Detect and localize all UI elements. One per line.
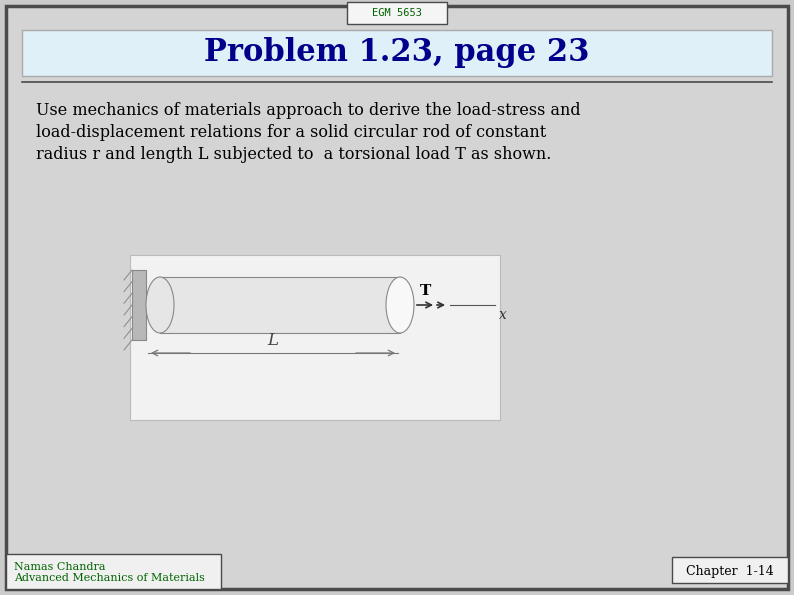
Ellipse shape (146, 277, 174, 333)
Text: T: T (420, 284, 432, 298)
Text: L: L (268, 332, 279, 349)
Text: Use mechanics of materials approach to derive the load-stress and: Use mechanics of materials approach to d… (36, 102, 580, 119)
Bar (22, 30, 772, 76)
Text: Chapter  1-14: Chapter 1-14 (686, 565, 774, 578)
Text: radius r and length L subjected to  a torsional load T as shown.: radius r and length L subjected to a tor… (36, 146, 551, 163)
Text: EGM 5653: EGM 5653 (372, 8, 422, 18)
Bar (6, 554, 221, 589)
Text: load-displacement relations for a solid circular rod of constant: load-displacement relations for a solid … (36, 124, 546, 141)
Text: Namas Chandra: Namas Chandra (14, 562, 106, 572)
Bar (347, 2, 447, 24)
Bar (132, 270, 146, 340)
Bar (130, 255, 500, 420)
Text: Problem 1.23, page 23: Problem 1.23, page 23 (204, 37, 590, 68)
Ellipse shape (386, 277, 414, 333)
Text: x: x (499, 308, 507, 322)
Bar (672, 557, 788, 583)
Text: Advanced Mechanics of Materials: Advanced Mechanics of Materials (14, 573, 205, 583)
Bar (160, 277, 400, 333)
